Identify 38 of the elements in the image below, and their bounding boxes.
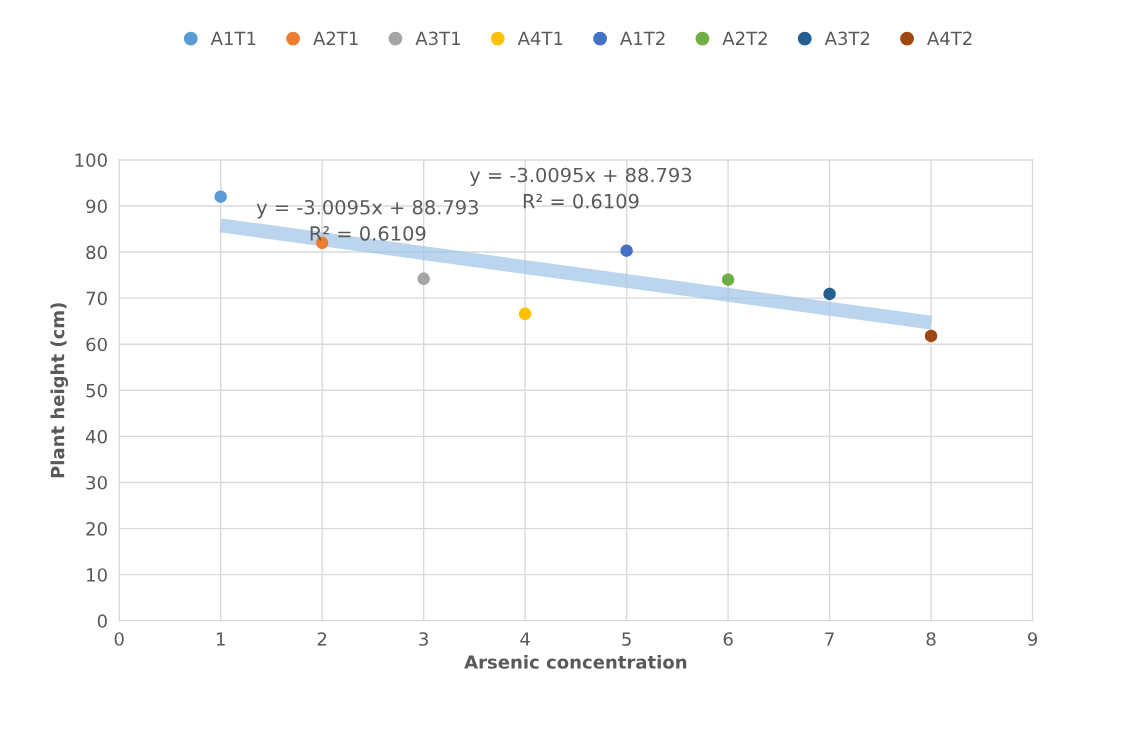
x-tick-label: 9 [1027,632,1038,646]
point [721,273,735,286]
x-tick-label: 6 [723,632,733,646]
x-tick-label: 0 [114,632,124,646]
y-tick-label: 10 [87,568,107,582]
legend-label: A1T2 [620,31,665,45]
y-tick-label: 20 [86,522,107,536]
y-tick-label: 100 [75,153,107,167]
point [620,244,633,257]
x-tick-label: 7 [825,632,834,646]
x-tick-label: 1 [216,632,225,646]
y-tick-label: 0 [97,614,107,628]
point [823,287,836,301]
x-tick-label: 2 [317,632,327,646]
point [518,307,532,321]
x-tick-label: 4 [520,632,530,646]
y-axis-title: Plant height (cm) [50,303,69,478]
point [214,190,227,203]
point [924,329,938,343]
y-tick-label: 30 [86,475,107,490]
legend-label: A2T2 [722,31,767,45]
legend-label: A4T2 [927,31,972,45]
y-tick-label: 70 [86,291,107,306]
y-tick-label: 80 [86,245,107,260]
legend-label: A2T1 [313,31,358,45]
x-axis-title: Arsenic concentration [464,654,687,669]
y-tick-label: 40 [85,429,107,444]
y-tick-label: 50 [86,383,107,398]
x-tick-label: 3 [419,632,428,646]
legend-label: A4T1 [517,31,563,45]
y-tick-label: 60 [86,337,107,352]
x-tick-label: 5 [622,632,631,646]
legend-label: A3T2 [824,31,870,46]
x-tick-label: 8 [926,632,936,646]
point [417,272,430,285]
legend-label: A3T1 [415,31,460,46]
legend-label: A1T1 [210,31,256,45]
y-tick-label: 90 [86,199,107,214]
